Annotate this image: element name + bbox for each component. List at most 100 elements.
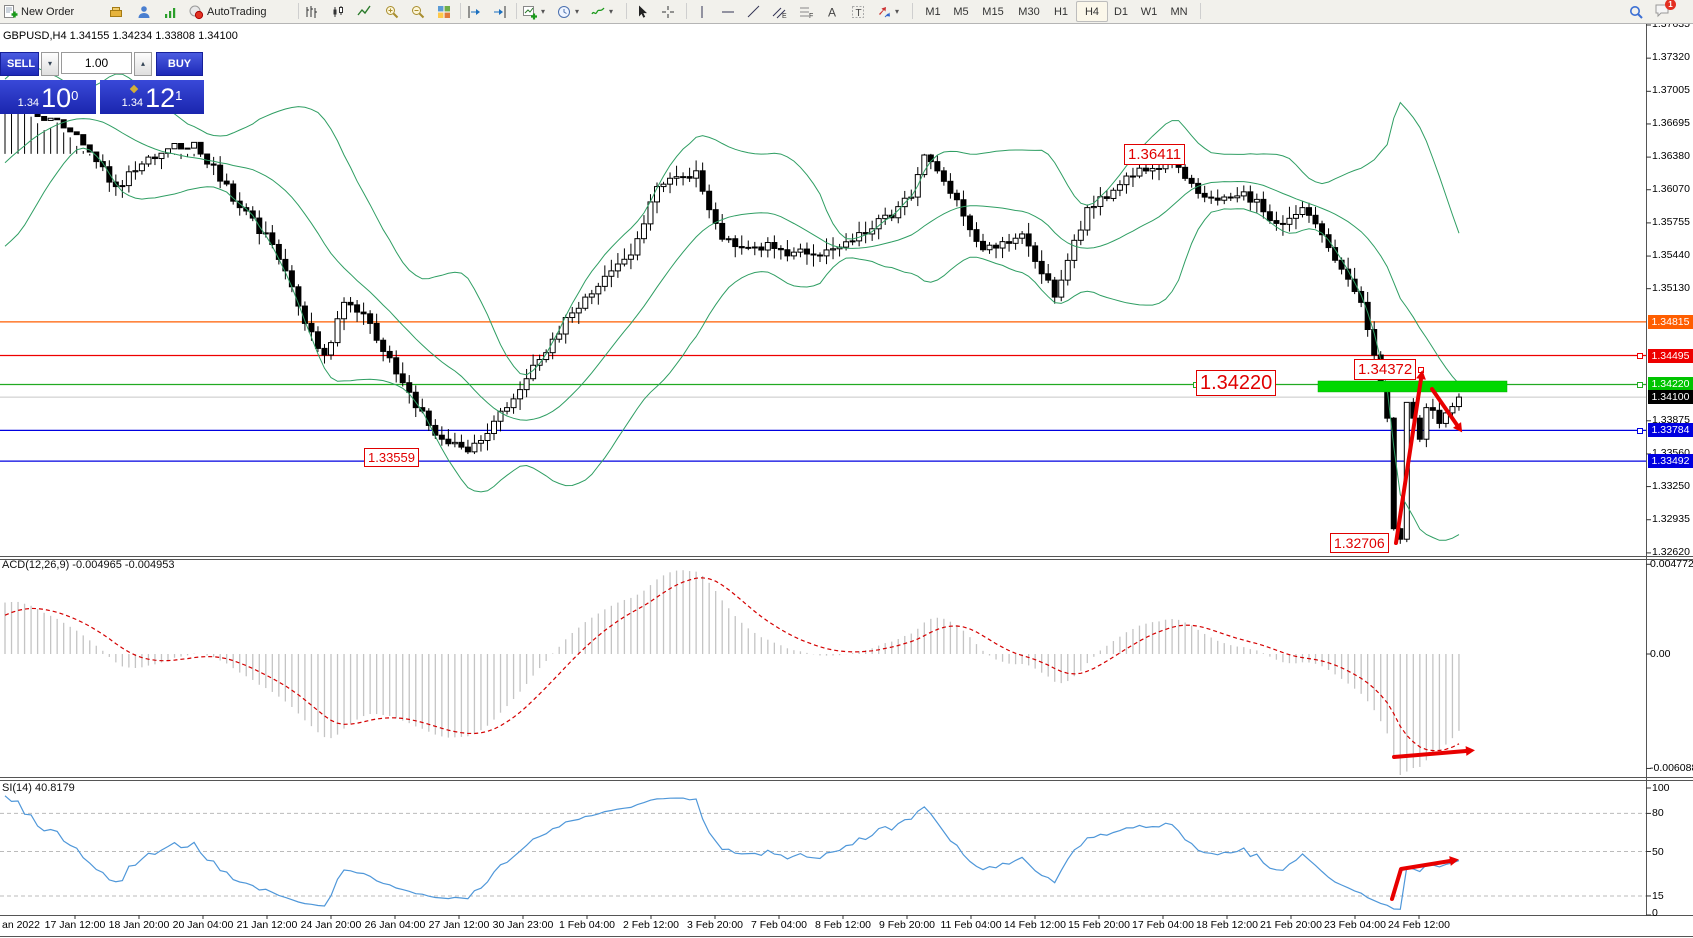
volume-input[interactable] <box>61 52 132 74</box>
timeframe-h1-button[interactable]: H1 <box>1048 2 1074 21</box>
fibonacci-button[interactable]: F <box>798 2 824 21</box>
timeframe-w1-button-label: W1 <box>1140 5 1158 18</box>
price-callout-1.34220[interactable]: 1.34220 <box>1196 370 1277 396</box>
text-button[interactable]: A <box>824 2 848 21</box>
zoom-out-button[interactable] <box>410 2 434 21</box>
time-tick-14: 9 Feb 20:00 <box>878 919 936 931</box>
sell-button[interactable]: SELL <box>0 52 39 76</box>
price-tag-1.33784: 1.33784 <box>1648 423 1693 438</box>
buy-price-sup: 1 <box>175 88 183 103</box>
chevron-down-icon: ▾ <box>541 7 546 16</box>
time-tick-10: 2 Feb 12:00 <box>622 919 680 931</box>
cursor-button[interactable] <box>634 2 658 21</box>
indicators-dropdown[interactable]: ▾ <box>590 2 620 21</box>
sell-price-big: 10 <box>41 83 72 113</box>
auto-scroll-button[interactable] <box>466 2 490 21</box>
community-icon <box>136 4 152 20</box>
timeframe-m15-button[interactable]: M15 <box>976 2 1010 21</box>
line-chart-icon <box>356 4 372 20</box>
vertical-line-button[interactable] <box>694 2 718 21</box>
zoom-in-button[interactable] <box>384 2 408 21</box>
price-tick-1.37320: 1.37320 <box>1652 51 1690 64</box>
chat-button[interactable]: 1 <box>1654 0 1680 21</box>
time-tick-4: 21 Jan 12:00 <box>236 919 298 931</box>
market-button[interactable] <box>108 2 130 21</box>
crosshair-button[interactable] <box>660 2 684 21</box>
price-tag-1.34100: 1.34100 <box>1648 390 1693 405</box>
horizontal-line-button[interactable] <box>720 2 744 21</box>
equidistant-channel-button[interactable]: E <box>772 2 798 21</box>
timeframe-mn-button[interactable]: MN <box>1164 2 1194 21</box>
signals-icon <box>162 4 178 20</box>
macd-tick--0.006088: -0.006088 <box>1650 762 1693 775</box>
price-callout-1.36411[interactable]: 1.36411 <box>1124 144 1186 165</box>
line-chart-button[interactable] <box>356 2 380 21</box>
macd-tick-0.00: 0.00 <box>1650 648 1671 660</box>
autotrading-button[interactable]: AutoTrading <box>188 2 286 21</box>
candlestick-chart-button[interactable] <box>330 2 354 21</box>
time-tick-8: 30 Jan 23:00 <box>492 919 554 931</box>
buy-button[interactable]: BUY <box>156 52 203 76</box>
svg-text:T: T <box>856 8 862 19</box>
time-tick-6: 26 Jan 04:00 <box>364 919 426 931</box>
trendline-button[interactable] <box>746 2 770 21</box>
search-icon <box>1628 4 1644 20</box>
toolbar-separator <box>460 3 461 19</box>
time-tick-18: 17 Feb 04:00 <box>1132 919 1194 931</box>
buy-price-display[interactable]: 1.34 12 1 <box>100 80 204 114</box>
arrows-dropdown[interactable]: ▾ <box>876 2 906 21</box>
rsi-tick-15: 15 <box>1652 889 1664 902</box>
volume-up-icon: ▴ <box>141 59 146 68</box>
timeframe-m30-button-label: M30 <box>1018 5 1040 18</box>
bar-chart-button[interactable] <box>304 2 328 21</box>
new-chart-dropdown[interactable]: ▾ <box>522 2 552 21</box>
rsi-tick-50: 50 <box>1652 845 1664 858</box>
buy-price-small: 1.34 <box>121 97 144 109</box>
bar-chart-icon <box>304 4 320 20</box>
search-button[interactable] <box>1628 2 1650 21</box>
timeframe-m1-button[interactable]: M1 <box>920 2 946 21</box>
time-tick-19: 18 Feb 12:00 <box>1196 919 1258 931</box>
timeframe-w1-button[interactable]: W1 <box>1136 2 1162 21</box>
chart-shift-button[interactable] <box>492 2 516 21</box>
time-tick-9: 1 Feb 04:00 <box>558 919 616 931</box>
new-order-button-label: New Order <box>21 5 75 18</box>
zoom-out-icon <box>410 4 426 20</box>
time-tick-1: 17 Jan 12:00 <box>44 919 106 931</box>
timeframe-h4-button-label: H4 <box>1084 5 1100 18</box>
new-order-button[interactable]: New Order <box>2 2 102 21</box>
signals-button[interactable] <box>162 2 184 21</box>
time-tick-20: 21 Feb 20:00 <box>1260 919 1322 931</box>
time-tick-11: 3 Feb 20:00 <box>686 919 744 931</box>
price-callout-1.34372[interactable]: 1.34372 <box>1354 359 1417 380</box>
timeframe-m5-button-label: M5 <box>953 5 969 18</box>
sell-price-display[interactable]: 1.34 10 0 <box>0 80 96 114</box>
rsi-tick-100: 100 <box>1652 782 1670 794</box>
timeframe-h4-button[interactable]: H4 <box>1076 1 1108 22</box>
profiles-dropdown[interactable]: ▾ <box>556 2 586 21</box>
timeframe-m30-button[interactable]: M30 <box>1012 2 1046 21</box>
community-button[interactable] <box>136 2 158 21</box>
volume-decrease-button[interactable]: ▾ <box>41 52 59 76</box>
indicators-icon <box>590 4 606 20</box>
toolbar-separator <box>686 3 687 19</box>
cursor-icon <box>634 4 650 20</box>
price-tag-1.34815: 1.34815 <box>1648 314 1693 329</box>
volume-increase-button[interactable]: ▴ <box>134 52 152 76</box>
timeframe-d1-button[interactable]: D1 <box>1108 2 1134 21</box>
volume-down-icon: ▾ <box>48 59 53 68</box>
price-tick-1.36070: 1.36070 <box>1652 182 1690 195</box>
label-button[interactable]: T <box>850 2 874 21</box>
price-tick-1.36695: 1.36695 <box>1652 116 1690 129</box>
vertical-line-icon <box>694 4 710 20</box>
price-callout-1.32706[interactable]: 1.32706 <box>1330 533 1389 553</box>
tile-windows-button[interactable] <box>436 2 460 21</box>
price-callout-1.33559[interactable]: 1.33559 <box>364 448 419 467</box>
timeframe-m5-button[interactable]: M5 <box>948 2 974 21</box>
timeframe-m1-button-label: M1 <box>925 5 941 18</box>
macd-indicator-label: ACD(12,26,9) -0.004965 -0.004953 <box>2 559 175 571</box>
time-tick-2: 18 Jan 20:00 <box>108 919 170 931</box>
time-tick-7: 27 Jan 12:00 <box>428 919 490 931</box>
time-tick-15: 11 Feb 04:00 <box>940 919 1002 931</box>
